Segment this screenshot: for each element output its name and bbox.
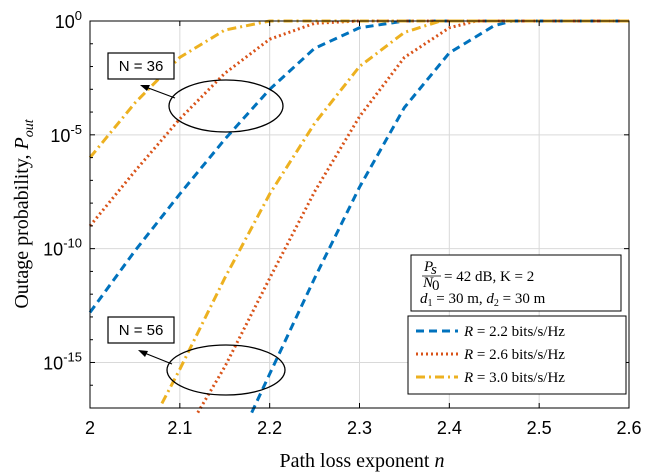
annotation-n56-label: N = 56 xyxy=(119,322,164,339)
svg-text:0: 0 xyxy=(432,278,440,294)
axis-ticks: 2 2.1 2.2 2.3 2.4 2.5 2.6 100 10-5 10-10 10-15 xyxy=(43,8,641,438)
parameter-info-box: P s N 0 = 42 dB, K = 2 d1 = 30 m, d2 = 3… xyxy=(410,254,622,312)
annotation-n36: N = 36 xyxy=(107,52,284,133)
x-tick-label: 2.6 xyxy=(616,418,641,438)
x-tick-label: 2.2 xyxy=(257,418,282,438)
legend-frame xyxy=(407,315,627,395)
annotation-n56-ellipse xyxy=(166,344,286,396)
info-line2: d1 = 30 m, d2 = 30 m xyxy=(420,291,546,309)
annotation-n36-label: N = 36 xyxy=(119,58,164,75)
y-tick-label: 100 xyxy=(55,8,82,32)
annotation-n36-ellipse xyxy=(168,79,284,133)
y-axis-title: Outage probability, Pout xyxy=(11,118,37,308)
info-line1: = 42 dB, K = 2 xyxy=(444,269,534,285)
annotation-n56: N = 56 xyxy=(107,316,286,396)
legend-entry-label: R = 2.2 bits/s/Hz xyxy=(463,324,565,340)
legend: R = 2.2 bits/s/Hz R = 2.6 bits/s/Hz R = 3.… xyxy=(407,315,627,395)
svg-text:N: N xyxy=(422,275,434,291)
x-axis-title: Path loss exponent n xyxy=(280,450,445,472)
info-box-frame xyxy=(410,254,622,312)
svg-text:s: s xyxy=(431,262,437,278)
x-tick-label: 2.4 xyxy=(437,418,462,438)
legend-entry-label: R = 3.0 bits/s/Hz xyxy=(463,370,565,386)
y-tick-label: 10-15 xyxy=(43,349,82,373)
series-line-n56-dashed xyxy=(250,19,629,414)
x-tick-label: 2.3 xyxy=(347,418,372,438)
y-tick-label: 10-10 xyxy=(43,236,82,260)
annotation-n36-arrowhead xyxy=(140,85,150,91)
annotation-n56-arrowhead xyxy=(138,350,148,357)
x-tick-label: 2.1 xyxy=(167,418,192,438)
annotation-n56-arrow xyxy=(141,351,173,365)
y-tick-label: 10-5 xyxy=(50,122,82,146)
legend-entry-label: R = 2.6 bits/s/Hz xyxy=(463,347,565,363)
info-fraction: P s N 0 xyxy=(422,259,441,294)
x-tick-label: 2 xyxy=(85,418,95,438)
annotation-n36-box xyxy=(107,52,175,80)
svg-text:P: P xyxy=(423,259,433,275)
series-line-n56-dotted xyxy=(196,19,629,414)
annotation-n56-box xyxy=(107,316,175,344)
x-tick-label: 2.5 xyxy=(527,418,552,438)
